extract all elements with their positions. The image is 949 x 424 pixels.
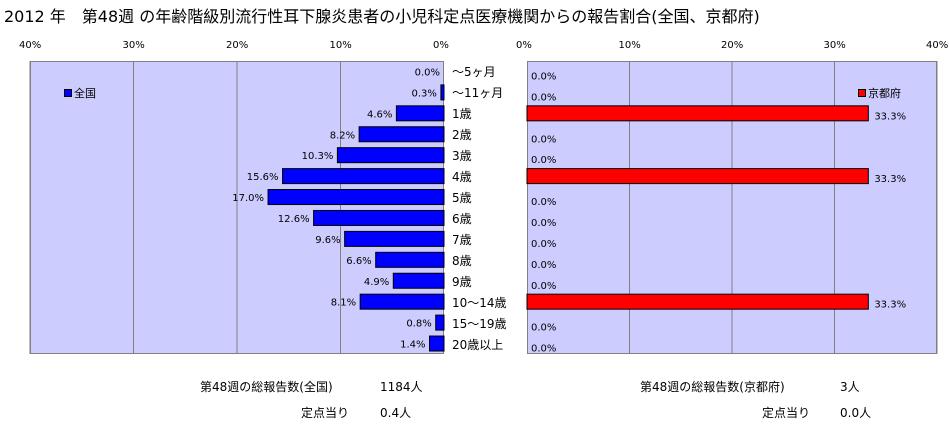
footer-kyoto-total-label: 第48週の総報告数(京都府) [640, 380, 785, 394]
value-label-kyoto: 0.0% [531, 218, 556, 229]
bar-national [344, 230, 445, 247]
value-label-national: 0.8% [406, 319, 431, 330]
value-label-kyoto: 0.0% [531, 323, 556, 334]
category-label: 2歳 [452, 128, 472, 143]
value-label-kyoto: 33.3% [874, 174, 906, 185]
value-label-kyoto: 0.0% [531, 197, 556, 208]
category-label: 8歳 [452, 253, 472, 268]
bar-kyoto [526, 168, 869, 185]
legend-kyoto: 京都府 [858, 85, 901, 101]
value-label-national: 8.1% [331, 298, 356, 309]
x-tick-label: 20% [721, 40, 744, 51]
category-label: 6歳 [452, 211, 472, 226]
value-label-kyoto: 33.3% [874, 111, 906, 122]
bar-national [395, 105, 445, 122]
value-label-national: 17.0% [232, 193, 264, 204]
value-label-national: 12.6% [278, 214, 310, 225]
x-tick-label: 0% [433, 40, 449, 51]
value-label-national: 1.4% [400, 340, 425, 351]
bar-national [392, 272, 445, 289]
category-label: 10～14歳 [452, 295, 507, 310]
bar-national [282, 168, 445, 185]
category-label: 9歳 [452, 274, 472, 289]
x-tick-label: 40% [19, 40, 42, 51]
x-tick-label: 20% [226, 40, 249, 51]
category-label: ～5ヶ月 [452, 65, 496, 80]
value-label-kyoto: 0.0% [531, 239, 556, 250]
value-label-national: 15.6% [247, 172, 279, 183]
bar-national [267, 189, 445, 206]
value-label-kyoto: 0.0% [531, 260, 556, 271]
footer-kyoto-total-value: 3人 [840, 380, 860, 394]
value-label-national: 0.3% [411, 88, 436, 99]
legend-label-kyoto: 京都府 [868, 87, 901, 100]
x-tick-label: 30% [122, 40, 145, 51]
footer-kyoto-per-value: 0.0人 [840, 406, 872, 420]
bar-national [429, 335, 445, 352]
category-label: 1歳 [452, 107, 472, 122]
category-label: 15～19歳 [452, 316, 507, 331]
bar-national [440, 84, 445, 101]
bar-national [336, 147, 445, 164]
bar-national [359, 293, 445, 310]
category-label: 7歳 [452, 232, 472, 247]
value-label-kyoto: 33.3% [874, 300, 906, 311]
footer-national-per-value: 0.4人 [380, 406, 412, 420]
legend-swatch-kyoto [858, 89, 866, 97]
category-label: 4歳 [452, 170, 472, 185]
footer-national-per-label: 定点当り [301, 406, 350, 420]
value-label-national: 0.0% [415, 67, 440, 78]
page-title: 2012 年 第48週 の年齢階級別流行性耳下腺炎患者の小児科定点医療機関からの… [4, 7, 760, 26]
x-tick-label: 30% [823, 40, 846, 51]
value-label-national: 4.6% [367, 109, 392, 120]
value-label-kyoto: 0.0% [531, 155, 556, 166]
bar-national [375, 251, 445, 268]
footer-kyoto-per-label: 定点当り [762, 406, 811, 420]
value-label-kyoto: 0.0% [531, 344, 556, 355]
category-label: 3歳 [452, 149, 472, 164]
bar-kyoto [526, 293, 869, 310]
x-tick-label: 10% [618, 40, 641, 51]
value-label-national: 8.2% [330, 130, 355, 141]
value-label-national: 10.3% [302, 151, 334, 162]
bar-national [358, 126, 445, 143]
category-label: 20歳以上 [452, 337, 504, 352]
value-label-national: 4.9% [364, 277, 389, 288]
value-label-kyoto: 0.0% [531, 71, 556, 82]
x-tick-label: 0% [516, 40, 532, 51]
legend-national: 全国 [64, 85, 96, 101]
legend-swatch-national [64, 89, 72, 97]
value-label-kyoto: 0.0% [531, 134, 556, 145]
value-label-kyoto: 0.0% [531, 92, 556, 103]
bar-national [435, 314, 445, 331]
value-label-national: 6.6% [346, 256, 371, 267]
legend-label-national: 全国 [74, 87, 96, 100]
category-label: 5歳 [452, 191, 472, 206]
bar-kyoto [526, 105, 869, 122]
footer-national-total-label: 第48週の総報告数(全国) [200, 380, 333, 394]
value-label-kyoto: 0.0% [531, 281, 556, 292]
x-tick-label: 10% [329, 40, 352, 51]
value-label-national: 9.6% [315, 235, 340, 246]
x-tick-label: 40% [926, 40, 949, 51]
bar-national [313, 209, 445, 226]
footer-national-total-value: 1184人 [380, 380, 423, 394]
category-label: ～11ヶ月 [452, 86, 504, 101]
